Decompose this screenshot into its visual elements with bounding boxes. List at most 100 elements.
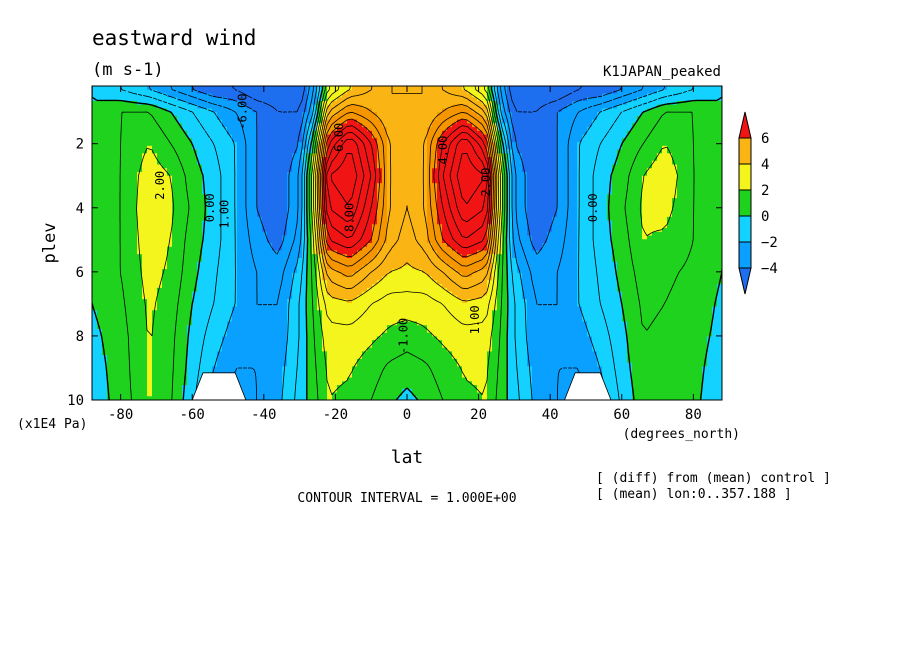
heatmap-cell (702, 186, 708, 192)
heatmap-cell (382, 213, 388, 218)
heatmap-cell (177, 93, 183, 98)
heatmap-cell (662, 104, 668, 110)
heatmap-cell (117, 134, 123, 139)
heatmap-cell (307, 138, 313, 143)
heatmap-cell (522, 157, 528, 162)
heatmap-cell (102, 127, 108, 132)
heatmap-cells (92, 86, 722, 400)
heatmap-cell (657, 213, 663, 218)
heatmap-cell (612, 175, 618, 181)
heatmap-cell (287, 123, 293, 128)
heatmap-cell (542, 164, 548, 169)
heatmap-cell (507, 93, 513, 98)
heatmap-cell (367, 201, 373, 207)
heatmap-cell (437, 142, 443, 147)
heatmap-cell (97, 205, 103, 210)
heatmap-cell (697, 145, 703, 151)
heatmap-cell (632, 220, 638, 225)
heatmap-cell (602, 119, 608, 124)
heatmap-cell (287, 171, 293, 177)
heatmap-cell (337, 119, 343, 124)
heatmap-cell (162, 119, 168, 124)
heatmap-cell (597, 228, 603, 233)
heatmap-cell (557, 112, 563, 117)
heatmap-cell (567, 115, 573, 121)
heatmap-cell (492, 138, 498, 143)
heatmap-cell (577, 216, 583, 222)
heatmap-cell (457, 108, 463, 113)
heatmap-cell (637, 100, 643, 106)
heatmap-cell (482, 104, 488, 110)
heatmap-cell (157, 138, 163, 143)
heatmap-cell (522, 149, 528, 154)
heatmap-cell (112, 123, 118, 128)
heatmap-cell (97, 89, 103, 95)
heatmap-cell (332, 138, 338, 143)
heatmap-cell (392, 153, 398, 158)
heatmap-cell (307, 205, 313, 210)
heatmap-cell (337, 145, 343, 151)
heatmap-cell (127, 123, 133, 128)
heatmap-cell (217, 157, 223, 162)
heatmap-cell (377, 220, 383, 225)
heatmap-cell (492, 108, 498, 113)
heatmap-cell (537, 142, 543, 147)
heatmap-cell (422, 89, 428, 95)
heatmap-cell (502, 112, 508, 117)
heatmap-cell (487, 224, 493, 229)
heatmap-cell (312, 108, 318, 113)
heatmap-cell (527, 198, 533, 203)
heatmap-cell (677, 194, 683, 199)
heatmap-cell (132, 142, 138, 147)
heatmap-cell (472, 179, 478, 184)
heatmap-cell (682, 127, 688, 132)
heatmap-cell (167, 93, 173, 98)
heatmap-cell (702, 127, 708, 132)
heatmap-cell (622, 138, 628, 143)
heatmap-cell (657, 209, 663, 214)
heatmap-cell (227, 224, 233, 229)
heatmap-cell (647, 93, 653, 98)
heatmap-cell (597, 190, 603, 196)
heatmap-cell (107, 220, 113, 225)
heatmap-cell (302, 123, 308, 128)
heatmap-cell (447, 123, 453, 128)
heatmap-cell (127, 108, 133, 113)
heatmap-cell (597, 186, 603, 192)
heatmap-cell (252, 231, 258, 237)
heatmap-cell (452, 138, 458, 143)
heatmap-cell (287, 93, 293, 98)
heatmap-cell (537, 89, 543, 95)
heatmap-cell (127, 145, 133, 151)
heatmap-cell (602, 201, 608, 207)
heatmap-cell (582, 179, 588, 184)
heatmap-cell (412, 93, 418, 98)
heatmap-cell (422, 127, 428, 132)
heatmap-cell (387, 138, 393, 143)
heatmap-cell (237, 213, 243, 218)
heatmap-cell (447, 138, 453, 143)
heatmap-cell (677, 186, 683, 192)
heatmap-cell (237, 112, 243, 117)
heatmap-cell (197, 209, 203, 214)
heatmap-cell (557, 183, 563, 188)
heatmap-cell (687, 142, 693, 147)
heatmap-cell (647, 213, 653, 218)
heatmap-cell (477, 194, 483, 199)
heatmap-cell (597, 130, 603, 136)
heatmap-cell (372, 123, 378, 128)
heatmap-cell (212, 108, 218, 113)
heatmap-cell (692, 179, 698, 184)
heatmap-cell (462, 160, 468, 166)
heatmap-cell (307, 112, 313, 117)
heatmap-cell (452, 179, 458, 184)
heatmap-cell (352, 119, 358, 124)
heatmap-cell (572, 93, 578, 98)
heatmap-cell (202, 138, 208, 143)
heatmap-cell (467, 171, 473, 177)
heatmap-cell (357, 123, 363, 128)
heatmap-cell (172, 198, 178, 203)
heatmap-cell (432, 104, 438, 110)
heatmap-cell (92, 127, 98, 132)
heatmap-cell (132, 149, 138, 154)
